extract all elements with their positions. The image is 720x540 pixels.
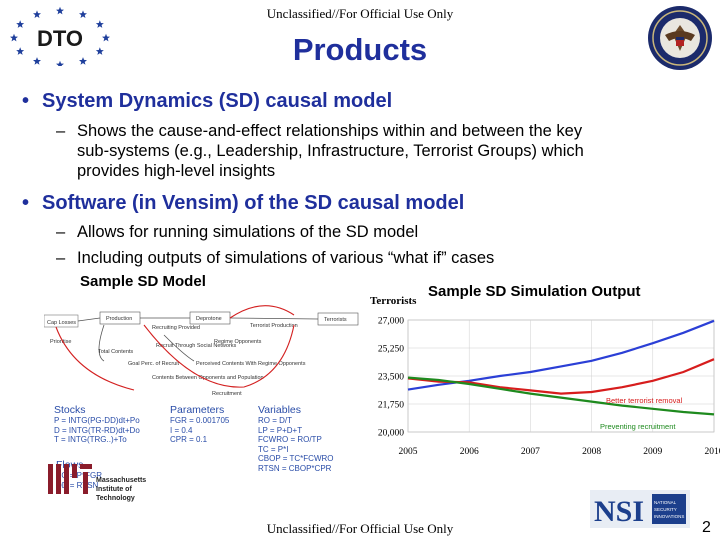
model-node: Goal Perc. of Recruit <box>128 361 180 367</box>
model-node: Terrorist Production <box>250 323 298 329</box>
chart-ylabel: Terrorists <box>370 295 417 307</box>
model-node: Perceived Contents With Regime Opponents <box>196 361 306 367</box>
legend-stocks: Stocks P = INTG(PG-DD)dt+Po D = INTG(TR-… <box>54 404 140 444</box>
star-icon <box>33 57 41 65</box>
x-tick-label: 2010 <box>705 447 720 457</box>
mit-logo-text: Institute of <box>96 486 132 493</box>
nsi-logo-text: SECURITY <box>654 507 677 512</box>
star-icon <box>16 20 25 28</box>
y-tick-label: 25,250 <box>378 345 404 355</box>
agency-seal-icon <box>648 6 712 70</box>
model-node: Regime Opponents <box>214 339 262 345</box>
model-node: Total Contents <box>98 349 133 355</box>
sub-bullet-relationships: – Shows the cause-and-effect relationshi… <box>56 122 584 180</box>
model-node: Deprotone <box>196 316 222 322</box>
x-tick-label: 2006 <box>460 447 479 457</box>
y-tick-label: 23,500 <box>378 373 404 383</box>
classification-header: Unclassified//For Official Use Only <box>266 6 454 21</box>
star-icon <box>79 10 87 19</box>
sub-bullet-what-if: – Including outputs of simulations of var… <box>56 249 495 267</box>
model-node: Contents Between Opponents and Populatio… <box>152 375 264 381</box>
classification-footer: Unclassified//For Official Use Only <box>266 521 454 536</box>
nsi-logo-text: INNOVATIONS <box>654 514 684 519</box>
legend-parameters: Parameters FGR = 0.001705 I = 0.4 CPR = … <box>170 404 230 444</box>
bullet-vensim-software: • Software (in Vensim) of the SD causal m… <box>22 192 465 214</box>
star-icon <box>79 57 87 65</box>
simulation-output-chart: Terrorists 27,000 25,250 23,500 21,750 20,00… <box>370 295 720 457</box>
nsi-logo: NSI NATIONAL SECURITY INNOVATIONS <box>590 490 690 528</box>
star-icon <box>56 6 64 15</box>
star-icon <box>33 10 41 19</box>
star-icon <box>10 33 18 42</box>
model-node: Cap Losses <box>47 320 76 326</box>
star-icon <box>56 60 64 66</box>
nsi-logo-text: NATIONAL <box>654 500 677 505</box>
caption-simulation-output: Sample SD Simulation Output <box>428 283 641 300</box>
bullet-sd-model: • System Dynamics (SD) causal model <box>22 90 393 112</box>
dto-logo: DTO <box>10 6 110 66</box>
sd-causal-model-diagram: Cap Losses Production Deprotone Terroris… <box>44 305 359 397</box>
series-label-green: Preventing recruitment <box>600 422 676 431</box>
model-node: Recruit Through Social Networks <box>156 343 237 349</box>
caption-sample-model: Sample SD Model <box>80 273 206 290</box>
model-node: Production <box>106 316 132 322</box>
star-icon <box>102 33 110 42</box>
x-tick-label: 2009 <box>643 447 662 457</box>
page-number: 2 <box>702 519 711 536</box>
mit-logo: Massachusetts Institute of Technology <box>48 464 146 502</box>
slide-title: Products <box>292 32 428 67</box>
model-node: Terrorists <box>324 317 347 323</box>
star-icon <box>95 47 104 55</box>
star-icon <box>16 47 25 55</box>
dto-logo-text: DTO <box>37 26 83 51</box>
y-tick-label: 21,750 <box>378 401 404 411</box>
series-label-red: Better terrorist removal <box>606 396 683 405</box>
x-tick-label: 2008 <box>582 447 601 457</box>
mit-logo-text: Massachusetts <box>96 477 146 484</box>
sub-bullet-simulations: – Allows for running simulations of the S… <box>56 223 419 241</box>
model-node: Recruitment <box>212 391 242 397</box>
mit-logo-text: Technology <box>96 495 135 502</box>
x-tick-label: 2007 <box>521 447 540 457</box>
model-node: Recruiting Provided <box>152 325 200 331</box>
y-tick-label: 20,000 <box>378 429 404 439</box>
model-node: Prioritise <box>50 339 71 345</box>
series-line-2 <box>407 376 715 416</box>
legend-variables: Variables RO = D/T LP = P+D+T FCWRO = RO… <box>258 404 334 473</box>
y-tick-label: 27,000 <box>378 317 404 327</box>
star-icon <box>95 20 104 28</box>
x-tick-label: 2005 <box>399 447 418 457</box>
nsi-logo-text: NSI <box>594 495 644 528</box>
